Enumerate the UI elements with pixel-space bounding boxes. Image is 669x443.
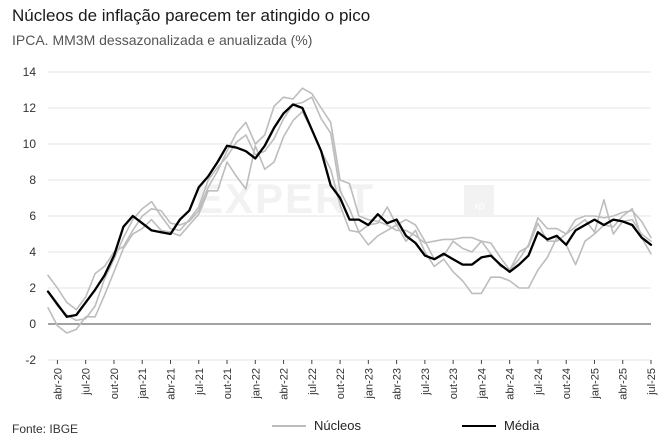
x-tick-label: abr-22 bbox=[279, 368, 291, 400]
x-tick-label: jan-24 bbox=[476, 368, 488, 400]
y-tick-label: 6 bbox=[29, 209, 36, 223]
y-tick-label: -2 bbox=[25, 353, 36, 367]
x-tick-label: abr-25 bbox=[618, 368, 630, 400]
x-tick-label: jul-25 bbox=[646, 368, 658, 396]
legend-item-media: Média bbox=[462, 418, 539, 433]
chart-title: Núcleos de inflação parecem ter atingido… bbox=[12, 6, 371, 25]
series-line-nucleos-2 bbox=[47, 96, 652, 322]
y-tick-label: 2 bbox=[29, 281, 36, 295]
x-tick-label: jul-20 bbox=[81, 368, 93, 396]
source-note: Fonte: IBGE bbox=[12, 422, 79, 436]
x-tick-label: jan-23 bbox=[363, 368, 375, 400]
y-tick-label: 14 bbox=[23, 65, 37, 79]
series-line-nucleos-1 bbox=[47, 87, 652, 311]
x-tick-label: abr-24 bbox=[505, 368, 517, 400]
chart-subtitle: IPCA. MM3M dessazonalizada e anualizada … bbox=[12, 32, 313, 48]
x-tick-label: jan-21 bbox=[137, 368, 149, 400]
y-tick-label: 4 bbox=[29, 245, 36, 259]
x-tick-label: jan-22 bbox=[250, 368, 262, 400]
y-tick-label: 12 bbox=[23, 101, 37, 115]
watermark-xp-logo: xp bbox=[464, 185, 494, 215]
y-tick-label: 8 bbox=[29, 173, 36, 187]
legend-label-nucleos: Núcleos bbox=[314, 418, 361, 433]
series-line-nucleos-3 bbox=[47, 110, 652, 334]
series-line-media bbox=[46, 103, 653, 318]
x-tick-label: out-23 bbox=[448, 368, 460, 399]
x-tick-label: jan-25 bbox=[589, 368, 601, 400]
y-tick-label: 0 bbox=[29, 317, 36, 331]
legend-label-media: Média bbox=[504, 418, 540, 433]
x-tick-label: jul-21 bbox=[194, 368, 206, 396]
x-tick-label: out-21 bbox=[222, 368, 234, 399]
x-tick-label: jul-22 bbox=[307, 368, 319, 396]
x-tick-label: out-20 bbox=[109, 368, 121, 399]
x-tick-label: abr-23 bbox=[392, 368, 404, 400]
x-tick-label: abr-20 bbox=[52, 368, 64, 400]
x-tick-label: jul-24 bbox=[533, 368, 545, 396]
legend-swatch-media bbox=[462, 424, 496, 427]
x-tick-label: jul-23 bbox=[420, 368, 432, 396]
x-tick-label: abr-21 bbox=[165, 368, 177, 400]
legend-item-nucleos: Núcleos bbox=[272, 418, 361, 433]
y-tick-label: 10 bbox=[23, 137, 37, 151]
legend-swatch-nucleos bbox=[272, 424, 306, 427]
x-tick-label: out-22 bbox=[335, 368, 347, 399]
x-tick-label: out-24 bbox=[561, 368, 573, 399]
